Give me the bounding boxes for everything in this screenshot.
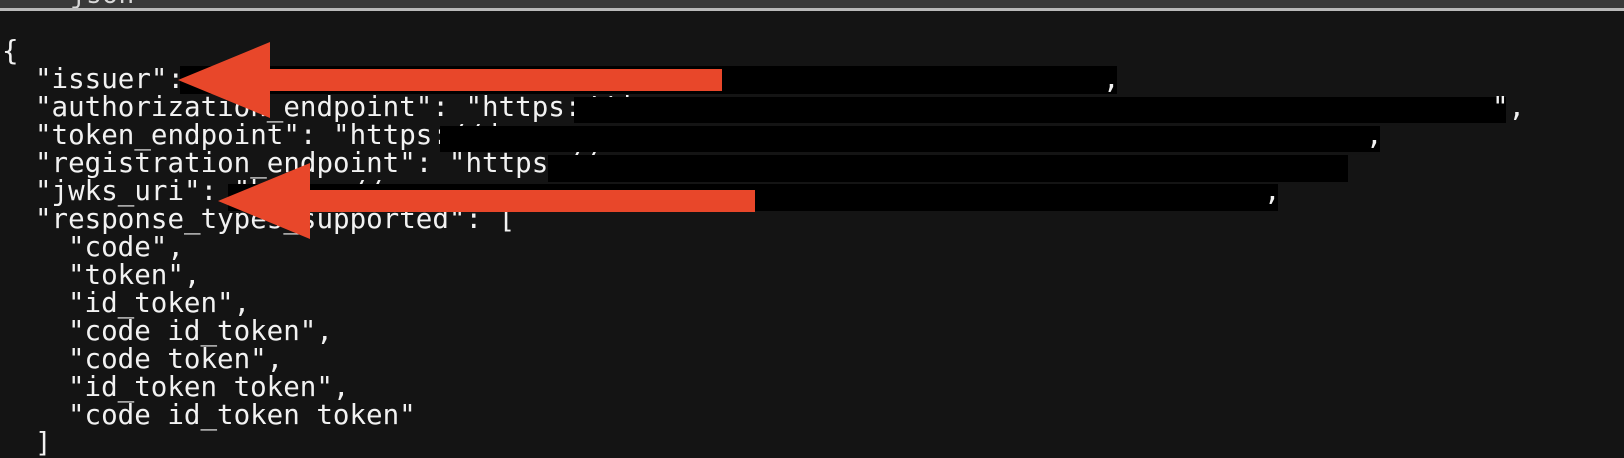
token-endpoint-value-redaction (440, 126, 1380, 152)
code-line: "code id_token", (68, 315, 333, 347)
window-titlebar-strip: json (0, 0, 1624, 8)
issuer-arrow (178, 42, 722, 118)
code-line: "code id_token token" (68, 399, 416, 431)
code-line-trailing-punctuation: , (1103, 63, 1120, 95)
code-line: "code token", (68, 343, 284, 375)
code-line: "token_endpoint": "https://d (35, 119, 499, 151)
code-line: { (2, 35, 19, 67)
code-line-trailing-punctuation: , (1366, 119, 1383, 151)
code-line: "token", (68, 259, 201, 291)
code-line-trailing-punctuation: , (1264, 175, 1281, 207)
jwks-uri-arrow (218, 163, 755, 239)
code-line: "code", (68, 231, 184, 263)
code-line: ] (35, 427, 52, 458)
json-code-viewer[interactable]: {"issuer": "https://,"authorization_endp… (0, 11, 1624, 458)
clipped-window-title: json (70, 0, 135, 8)
code-line-trailing-punctuation: ", (1492, 91, 1526, 123)
code-line: "id_token", (68, 287, 251, 319)
titlebar-divider (0, 8, 1624, 11)
registration-endpoint-value-redaction (548, 155, 1348, 182)
code-line: "id_token token", (68, 371, 350, 403)
authorization-endpoint-value-redaction (574, 97, 1506, 123)
